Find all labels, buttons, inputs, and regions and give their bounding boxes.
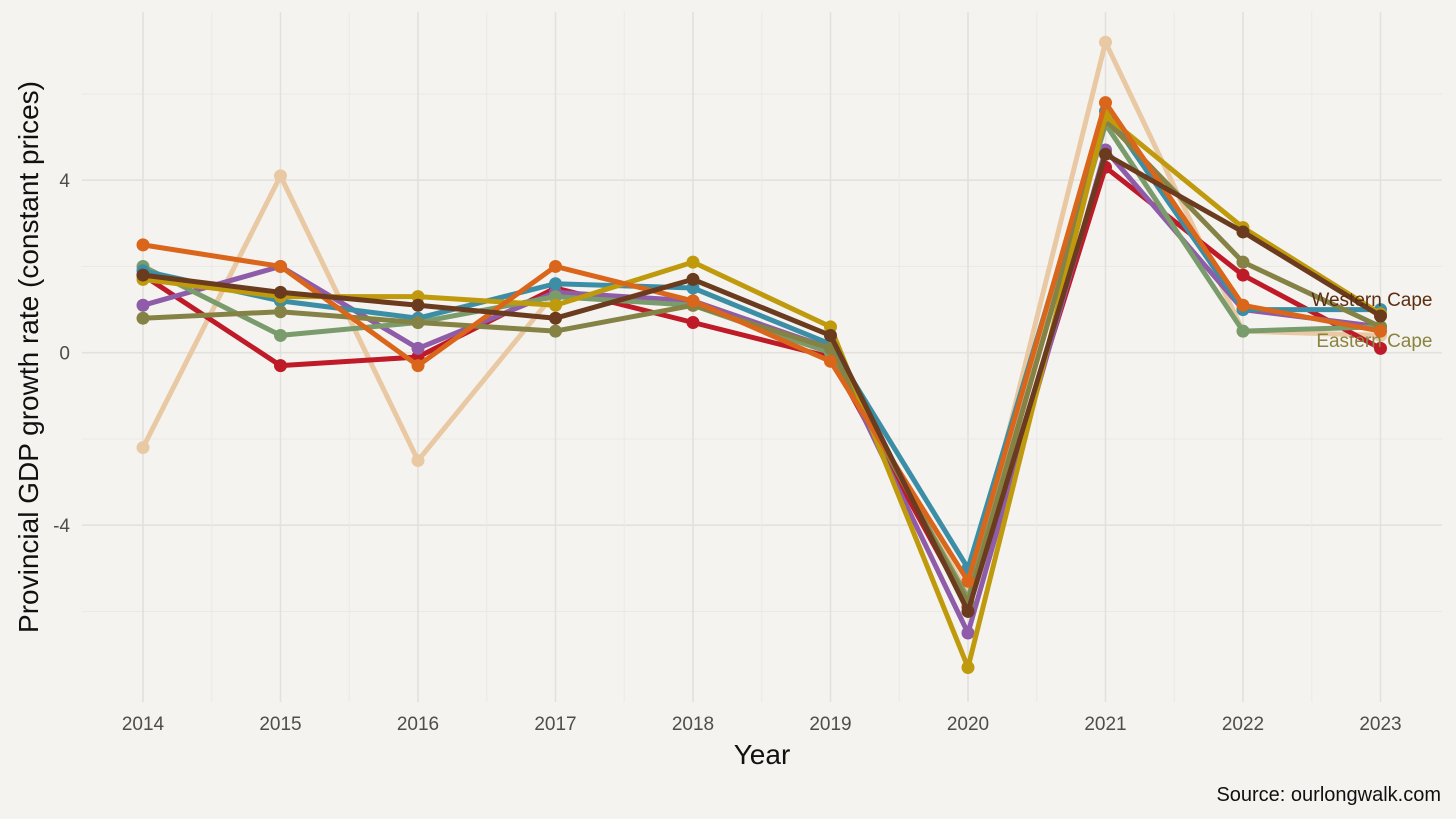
data-point bbox=[411, 454, 425, 467]
x-tick-label: 2020 bbox=[947, 714, 989, 735]
data-point bbox=[274, 359, 287, 373]
data-point bbox=[411, 298, 425, 312]
y-tick-label: 0 bbox=[59, 344, 70, 365]
data-point bbox=[1374, 341, 1387, 355]
data-point bbox=[686, 294, 700, 308]
data-point bbox=[549, 324, 562, 338]
y-tick-label: -4 bbox=[53, 516, 70, 537]
data-point bbox=[274, 285, 287, 299]
data-point bbox=[686, 272, 700, 286]
data-point bbox=[549, 277, 562, 291]
data-point bbox=[1236, 298, 1250, 312]
data-point bbox=[686, 316, 700, 329]
y-tick-label: 4 bbox=[59, 171, 70, 192]
series-line bbox=[140, 164, 1383, 610]
data-point bbox=[411, 316, 425, 329]
data-point bbox=[411, 359, 425, 373]
series-line bbox=[140, 151, 1383, 614]
data-point bbox=[549, 298, 562, 312]
y-axis-title: Provincial GDP growth rate (constant pri… bbox=[13, 81, 44, 633]
x-tick-label: 2021 bbox=[1084, 714, 1126, 735]
data-point bbox=[274, 328, 287, 342]
data-point bbox=[1236, 324, 1250, 338]
data-point bbox=[136, 268, 150, 282]
data-point bbox=[824, 354, 837, 368]
data-point bbox=[1099, 147, 1112, 161]
x-tick-label: 2019 bbox=[809, 714, 851, 735]
data-point bbox=[549, 259, 562, 273]
x-tick-label: 2023 bbox=[1359, 714, 1401, 735]
data-point bbox=[1236, 268, 1250, 282]
data-point bbox=[411, 341, 425, 355]
data-point bbox=[136, 441, 150, 455]
x-tick-label: 2017 bbox=[534, 714, 576, 735]
data-point bbox=[961, 626, 975, 640]
gridlines bbox=[82, 12, 1442, 702]
series-7 bbox=[136, 96, 1387, 588]
series-line bbox=[140, 108, 1383, 571]
data-point bbox=[1374, 324, 1387, 338]
data-point bbox=[1374, 309, 1387, 323]
x-tick-label: 2014 bbox=[122, 714, 165, 735]
x-tick-label: 2016 bbox=[397, 714, 439, 735]
source-caption: Source: ourlongwalk.com bbox=[1216, 784, 1441, 806]
x-axis-title: Year bbox=[734, 739, 791, 770]
data-point bbox=[136, 238, 150, 252]
x-tick-label: 2015 bbox=[259, 714, 301, 735]
data-point bbox=[686, 255, 700, 269]
data-point bbox=[961, 661, 975, 674]
series-end-label: Eastern Cape bbox=[1316, 331, 1432, 352]
data-point bbox=[824, 328, 837, 342]
data-point bbox=[549, 311, 562, 325]
data-point bbox=[961, 574, 975, 588]
series-8 bbox=[136, 147, 1387, 618]
series-end-label: Western Cape bbox=[1311, 290, 1432, 311]
data-point bbox=[1099, 35, 1112, 49]
data-point bbox=[1099, 96, 1112, 110]
data-point bbox=[1236, 255, 1250, 269]
data-point bbox=[274, 259, 287, 273]
data-point bbox=[274, 169, 287, 183]
data-point bbox=[136, 298, 150, 312]
x-tick-label: 2022 bbox=[1222, 714, 1264, 735]
data-point bbox=[961, 604, 975, 618]
data-point bbox=[1236, 225, 1250, 239]
x-tick-label: 2018 bbox=[672, 714, 714, 735]
series-line bbox=[140, 100, 1383, 584]
data-point bbox=[136, 311, 150, 325]
data-point bbox=[274, 305, 287, 319]
